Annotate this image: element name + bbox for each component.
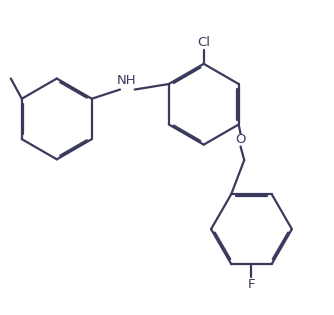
Text: O: O [235, 133, 246, 146]
Text: Cl: Cl [197, 36, 210, 49]
Text: F: F [248, 278, 255, 291]
Text: NH: NH [117, 74, 136, 87]
